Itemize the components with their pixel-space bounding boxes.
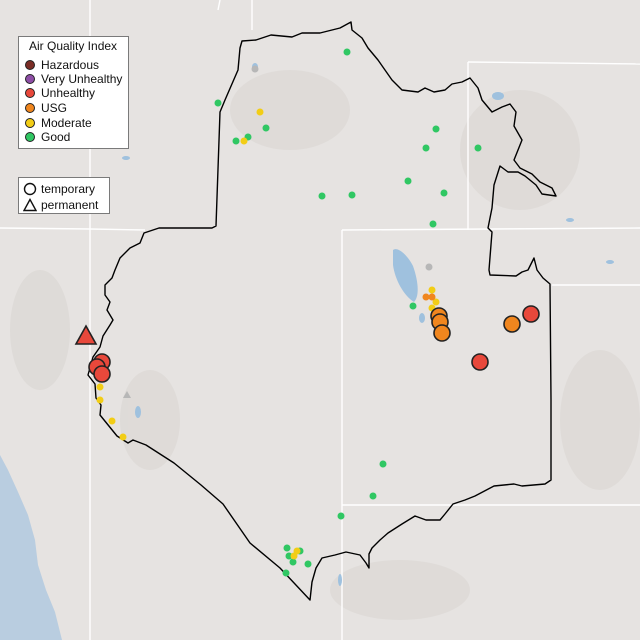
legend-item-very-unhealthy: Very Unhealthy (25, 72, 122, 86)
site-moderate (119, 433, 127, 441)
lake-tahoe (135, 406, 141, 418)
site-good (369, 492, 377, 500)
site-usg-large (503, 315, 521, 333)
good-sites (214, 48, 482, 577)
site-moderate (96, 383, 104, 391)
legend-item-moderate: Moderate (25, 116, 92, 130)
site-moderate (290, 552, 298, 560)
site-moderate (108, 417, 116, 425)
unhealthy-swatch-icon (25, 88, 35, 98)
site-no-data (251, 65, 259, 73)
legend-label: temporary (41, 181, 96, 196)
site-good (282, 569, 290, 577)
good-swatch-icon (25, 132, 35, 142)
legend-item-temporary: temporary (23, 181, 95, 196)
site-unhealthy-large (522, 305, 540, 323)
site-good (283, 544, 291, 552)
site-no-data (425, 263, 433, 271)
aqi-legend: Air Quality Index Hazardous Very Unhealt… (18, 36, 129, 149)
site-moderate (240, 137, 248, 145)
site-good (348, 191, 356, 199)
site-unhealthy-large (93, 365, 111, 383)
legend-item-unhealthy: Unhealthy (25, 86, 95, 100)
usg-swatch-icon (25, 103, 35, 113)
site-good (337, 512, 345, 520)
site-good (289, 558, 297, 566)
site-good (429, 220, 437, 228)
site-good (422, 144, 430, 152)
terrain-shading (10, 70, 640, 620)
hazardous-swatch-icon (25, 60, 35, 70)
site-good (474, 144, 482, 152)
shape-legend: temporary permanent (18, 177, 110, 214)
site-moderate (432, 298, 440, 306)
utah-lake (419, 313, 425, 323)
site-good (409, 302, 417, 310)
site-unhealthy-permanent (74, 324, 98, 345)
site-good (232, 137, 240, 145)
site-moderate (428, 286, 436, 294)
site-good (440, 189, 448, 197)
site-usg (428, 293, 436, 301)
legend-item-hazardous: Hazardous (25, 58, 99, 72)
site-usg (422, 293, 430, 301)
site-good (343, 48, 351, 56)
large-markers (74, 305, 540, 383)
legend-label: Good (41, 130, 71, 144)
site-moderate (256, 108, 264, 116)
monitor-sites (74, 48, 540, 577)
site-good (214, 99, 222, 107)
great-salt-lake (393, 249, 418, 302)
legend-item-permanent: permanent (23, 197, 98, 212)
legend-label: permanent (41, 197, 99, 212)
legend-label: Hazardous (41, 58, 100, 72)
site-usg-large (433, 324, 451, 342)
usg-small-sites (422, 293, 436, 301)
legend-title: Air Quality Index (29, 39, 118, 53)
legend-label: Moderate (41, 116, 92, 130)
site-moderate (96, 396, 104, 404)
circle-outline-icon (23, 182, 37, 195)
legend-label: USG (41, 101, 68, 115)
legend-item-good: Good (25, 130, 70, 144)
very-unhealthy-swatch-icon (25, 74, 35, 84)
legend-label: Very Unhealthy (41, 72, 123, 86)
site-good (404, 177, 412, 185)
site-good (432, 125, 440, 133)
site-good (318, 192, 326, 200)
site-unhealthy-large (471, 353, 489, 371)
moderate-sites (96, 108, 440, 560)
pacific-ocean (0, 455, 62, 640)
site-good (304, 560, 312, 568)
site-good (379, 460, 387, 468)
moderate-swatch-icon (25, 118, 35, 128)
legend-item-usg: USG (25, 101, 67, 115)
legend-label: Unhealthy (41, 86, 96, 100)
no-data-sites (123, 65, 433, 398)
site-no-data-permanent (123, 391, 131, 398)
site-good (262, 124, 270, 132)
site-good (285, 552, 293, 560)
triangle-outline-icon (23, 197, 37, 211)
